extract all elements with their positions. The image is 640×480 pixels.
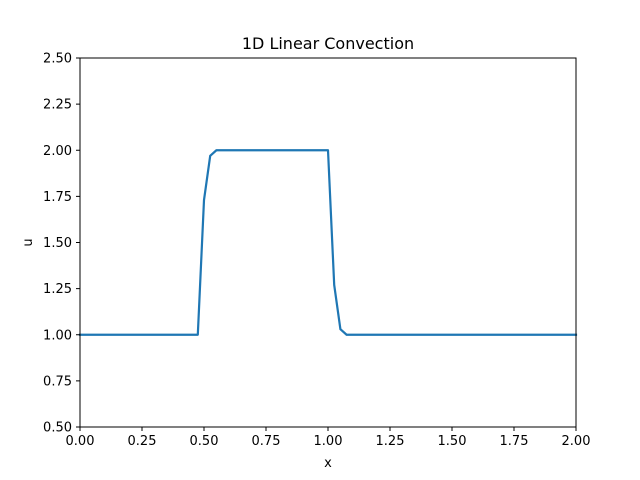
series-line [78,149,578,336]
x-tick-label: 0.00 [66,434,95,449]
y-tick-label: 1.75 [43,190,72,205]
x-axis-ticks: 0.00 0.25 0.50 0.75 1.00 1.25 1.50 1.75 2.00 [66,427,591,449]
x-tick-label: 0.75 [252,434,281,449]
y-tick-label: 0.50 [43,421,72,436]
x-tick-label: 1.75 [500,434,529,449]
x-axis-label: x [324,456,332,471]
y-tick-label: 0.75 [43,374,72,389]
x-tick-label: 1.50 [438,434,467,449]
plot-frame [79,57,577,428]
y-tick-label: 2.50 [43,52,72,67]
chart-title: 1D Linear Convection [242,34,414,53]
x-tick-label: 1.00 [314,434,343,449]
y-tick-label: 1.00 [43,328,72,343]
y-tick-label: 2.00 [43,144,72,159]
plot-background [80,58,576,427]
y-tick-label: 2.25 [43,98,72,113]
y-tick-label: 1.50 [43,236,72,251]
y-tick-label: 1.25 [43,282,72,297]
y-axis-label: u [21,238,36,246]
series-layer [78,149,578,336]
x-tick-label: 1.25 [376,434,405,449]
x-tick-label: 0.50 [190,434,219,449]
y-axis-ticks: 0.50 0.75 1.00 1.25 1.50 1.75 2.00 2.25 2.50 [43,52,80,436]
x-tick-label: 2.00 [562,434,591,449]
x-tick-label: 0.25 [128,434,157,449]
